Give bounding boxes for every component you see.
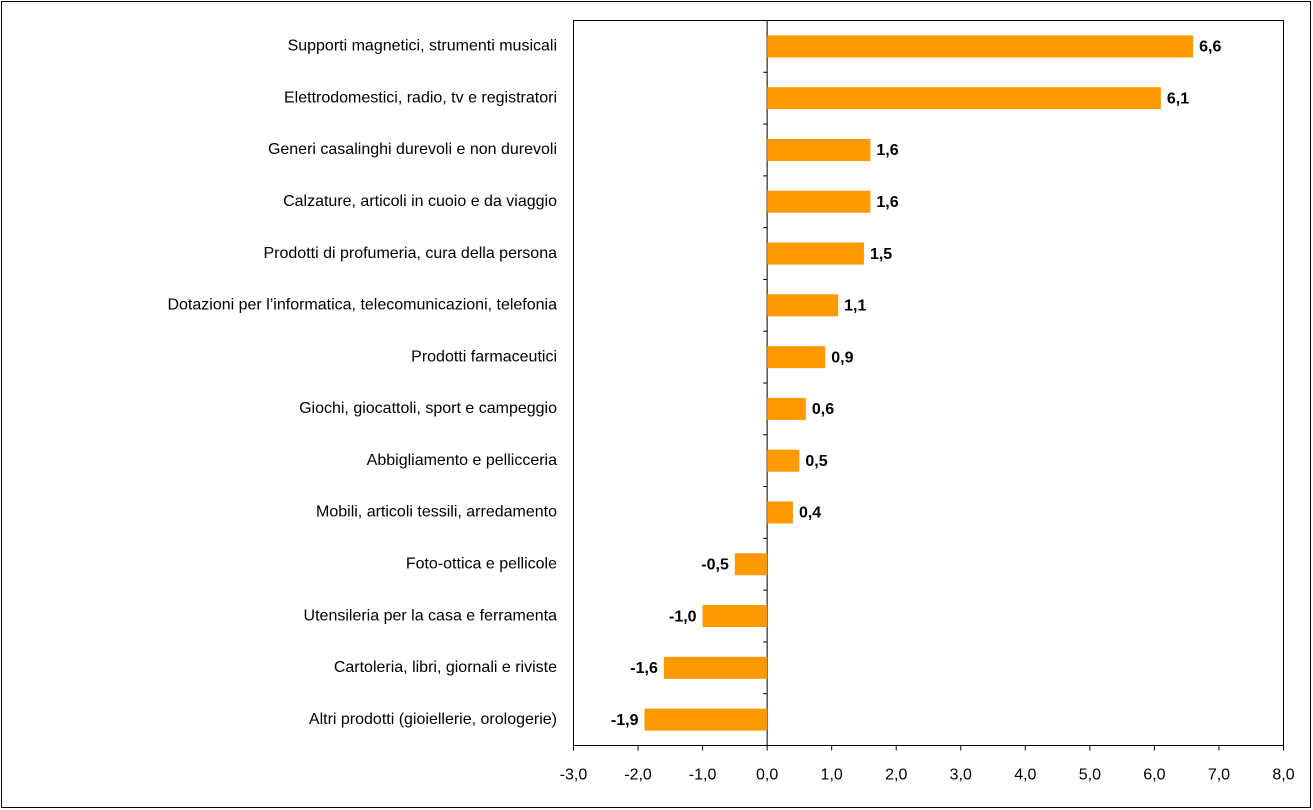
x-tick-label: 1,0 <box>821 767 843 784</box>
bar <box>767 138 871 161</box>
x-tick-label: -3,0 <box>560 767 588 784</box>
y-tick-label: Dotazioni per l’informatica, telecomunic… <box>167 297 557 314</box>
value-label: -1,0 <box>669 608 697 625</box>
bar <box>767 242 864 265</box>
y-tick-label: Giochi, giocattoli, sport e campeggio <box>299 400 557 417</box>
value-label: -0,5 <box>701 556 729 573</box>
value-label: 6,6 <box>1199 39 1221 56</box>
bar <box>767 87 1161 110</box>
y-tick-label: Prodotti di profumeria, cura della perso… <box>264 245 558 262</box>
y-tick-label: Altri prodotti (gioiellerie, orologerie) <box>309 711 557 728</box>
bar <box>644 708 768 731</box>
y-tick-label: Cartoleria, libri, giornali e riviste <box>334 659 557 676</box>
x-tick-label: 5,0 <box>1079 767 1101 784</box>
x-tick-label: 2,0 <box>885 767 907 784</box>
value-label: 0,5 <box>805 453 827 470</box>
x-tick-label: 4,0 <box>1014 767 1036 784</box>
y-tick-label: Prodotti farmaceutici <box>411 348 557 365</box>
bar <box>767 449 800 472</box>
value-label: -1,6 <box>630 660 658 677</box>
value-label: 0,6 <box>812 401 834 418</box>
y-tick-label: Elettrodomestici, radio, tv e registrato… <box>284 89 557 106</box>
x-tick-label: 8,0 <box>1272 767 1294 784</box>
bar <box>767 397 806 420</box>
y-tick-label: Mobili, articoli tessili, arredamento <box>316 504 557 521</box>
y-tick-label: Generi casalinghi durevoli e non durevol… <box>268 141 557 158</box>
y-tick-label: Calzature, articoli in cuoio e da viaggi… <box>283 193 557 210</box>
value-label: 1,1 <box>844 298 866 315</box>
x-tick-label: 0,0 <box>756 767 778 784</box>
value-label: 0,9 <box>831 349 853 366</box>
x-tick-label: 3,0 <box>950 767 972 784</box>
x-tick-label: -2,0 <box>624 767 652 784</box>
x-tick-label: -1,0 <box>689 767 717 784</box>
bar <box>702 605 768 628</box>
x-tick-label: 7,0 <box>1208 767 1230 784</box>
value-label: 1,5 <box>870 246 892 263</box>
bar <box>767 190 871 213</box>
bar <box>734 553 768 576</box>
bar <box>767 346 826 369</box>
value-label: 0,4 <box>799 505 821 522</box>
value-label: 1,6 <box>876 142 898 159</box>
value-label: -1,9 <box>611 712 639 729</box>
value-label: 1,6 <box>876 194 898 211</box>
y-tick-label: Supporti magnetici, strumenti musicali <box>288 38 557 55</box>
y-tick-label: Utensileria per la casa e ferramenta <box>304 607 558 624</box>
bar <box>767 501 793 524</box>
bar <box>663 656 768 679</box>
x-tick-label: 6,0 <box>1143 767 1165 784</box>
bar <box>767 294 839 317</box>
bar <box>767 35 1194 58</box>
plot-border <box>573 20 1284 746</box>
y-tick-label: Abbigliamento e pellicceria <box>367 452 557 469</box>
y-tick-label: Foto-ottica e pellicole <box>406 555 557 572</box>
value-label: 6,1 <box>1167 90 1189 107</box>
